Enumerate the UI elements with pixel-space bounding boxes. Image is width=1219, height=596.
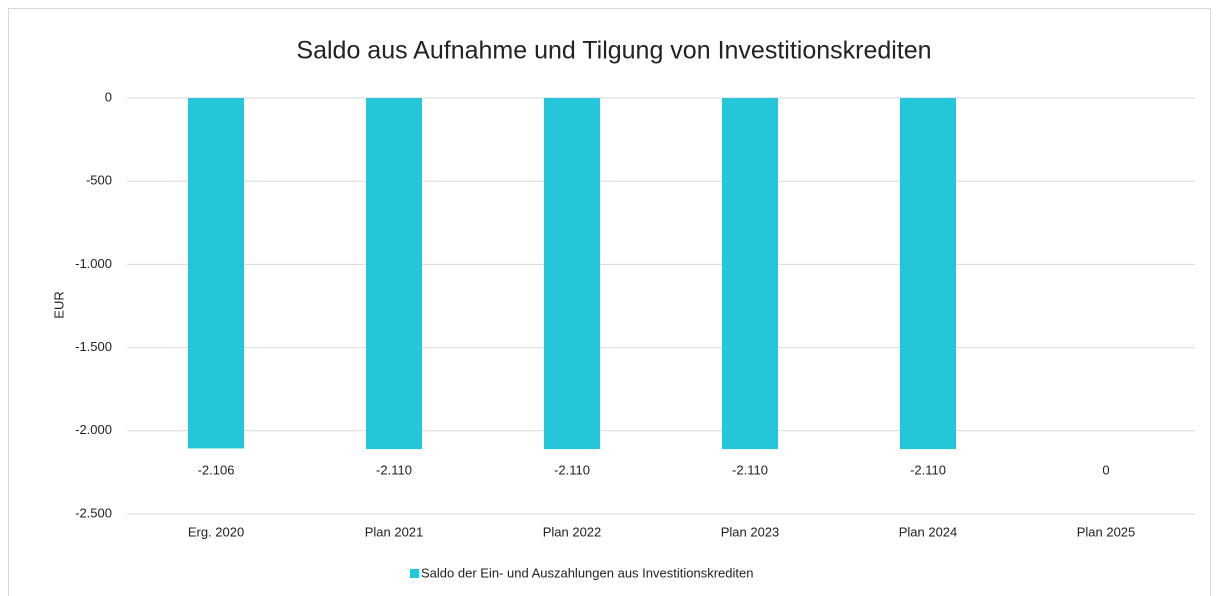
legend-swatch	[410, 569, 419, 578]
y-tick-label: -2.500	[75, 505, 112, 520]
chart-title: Saldo aus Aufnahme und Tilgung von Inves…	[296, 37, 931, 65]
x-tick-label: Plan 2025	[1077, 524, 1136, 539]
y-tick-label: -500	[86, 173, 112, 188]
bar	[544, 98, 600, 450]
data-label: -2.110	[732, 463, 768, 478]
y-axis-label: EUR	[51, 291, 66, 318]
bar	[188, 98, 244, 449]
data-label: -2.110	[910, 463, 946, 478]
y-tick-label: -1.000	[75, 256, 112, 271]
data-label: 0	[1102, 463, 1109, 478]
data-label: -2.110	[554, 463, 590, 478]
x-tick-label: Plan 2023	[721, 524, 780, 539]
data-label: -2.106	[198, 463, 235, 478]
bar	[722, 98, 778, 450]
y-tick-label: -2.000	[75, 422, 112, 437]
data-label: -2.110	[376, 463, 412, 478]
y-tick-label: 0	[105, 89, 112, 104]
y-tick-label: -1.500	[75, 339, 112, 354]
legend-label: Saldo der Ein- und Auszahlungen aus Inve…	[421, 565, 753, 580]
bar	[900, 98, 956, 450]
bar	[366, 98, 422, 450]
x-tick-label: Plan 2022	[543, 524, 602, 539]
chart-border	[8, 8, 1211, 596]
x-tick-label: Plan 2021	[365, 524, 424, 539]
x-tick-label: Erg. 2020	[188, 524, 244, 539]
x-tick-label: Plan 2024	[899, 524, 958, 539]
